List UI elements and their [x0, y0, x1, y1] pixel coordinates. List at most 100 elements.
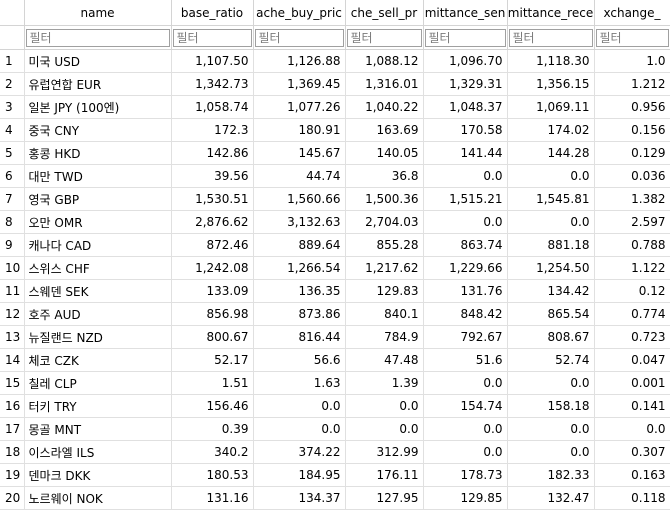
- cell-cache-sell-price[interactable]: 127.95: [345, 486, 424, 510]
- cell-name[interactable]: 미국 USD: [24, 49, 172, 73]
- row-number[interactable]: 7: [0, 187, 25, 211]
- row-number[interactable]: 2: [0, 72, 25, 96]
- cell-remittance-receive[interactable]: 134.42: [507, 279, 595, 303]
- cell-cache-buy-price[interactable]: 136.35: [253, 279, 346, 303]
- cell-remittance-send[interactable]: 129.85: [423, 486, 508, 510]
- filter-input-remittance-receive[interactable]: [508, 28, 593, 47]
- cell-base-ratio[interactable]: 172.3: [171, 118, 254, 142]
- cell-exchange[interactable]: 1.122: [594, 256, 670, 280]
- row-number[interactable]: 10: [0, 256, 25, 280]
- cell-exchange[interactable]: 0.956: [594, 95, 670, 119]
- cell-name[interactable]: 몽골 MNT: [24, 417, 172, 441]
- cell-remittance-receive[interactable]: 0.0: [507, 164, 595, 188]
- table-row[interactable]: 12 호주 AUD 856.98 873.86 840.1 848.42 865.54 0.7…: [0, 302, 670, 326]
- cell-name[interactable]: 이스라엘 ILS: [24, 440, 172, 464]
- cell-cache-buy-price[interactable]: 1,077.26: [253, 95, 346, 119]
- cell-remittance-send[interactable]: 178.73: [423, 463, 508, 487]
- table-row[interactable]: 11 스웨덴 SEK 133.09 136.35 129.83 131.76 134.42 0…: [0, 279, 670, 303]
- cell-cache-sell-price[interactable]: 855.28: [345, 233, 424, 257]
- cell-cache-buy-price[interactable]: 56.6: [253, 348, 346, 372]
- cell-remittance-send[interactable]: 0.0: [423, 164, 508, 188]
- cell-name[interactable]: 중국 CNY: [24, 118, 172, 142]
- cell-remittance-receive[interactable]: 1,069.11: [507, 95, 595, 119]
- row-number[interactable]: 4: [0, 118, 25, 142]
- cell-name[interactable]: 캐나다 CAD: [24, 233, 172, 257]
- cell-cache-buy-price[interactable]: 44.74: [253, 164, 346, 188]
- cell-cache-sell-price[interactable]: 47.48: [345, 348, 424, 372]
- cell-remittance-receive[interactable]: 0.0: [507, 440, 595, 464]
- filter-input-cache-buy-price[interactable]: [254, 28, 344, 47]
- cell-exchange[interactable]: 2.597: [594, 210, 670, 234]
- cell-cache-buy-price[interactable]: 180.91: [253, 118, 346, 142]
- cell-cache-sell-price[interactable]: 1,217.62: [345, 256, 424, 280]
- column-header-name[interactable]: name: [24, 0, 172, 26]
- cell-base-ratio[interactable]: 0.39: [171, 417, 254, 441]
- cell-base-ratio[interactable]: 1,530.51: [171, 187, 254, 211]
- cell-exchange[interactable]: 1.382: [594, 187, 670, 211]
- row-number[interactable]: 18: [0, 440, 25, 464]
- cell-base-ratio[interactable]: 800.67: [171, 325, 254, 349]
- table-row[interactable]: 6 대만 TWD 39.56 44.74 36.8 0.0 0.0 0.036: [0, 164, 670, 188]
- cell-remittance-send[interactable]: 131.76: [423, 279, 508, 303]
- cell-remittance-receive[interactable]: 865.54: [507, 302, 595, 326]
- cell-base-ratio[interactable]: 1,058.74: [171, 95, 254, 119]
- cell-name[interactable]: 칠레 CLP: [24, 371, 172, 395]
- cell-cache-sell-price[interactable]: 163.69: [345, 118, 424, 142]
- cell-cache-buy-price[interactable]: 1,560.66: [253, 187, 346, 211]
- cell-remittance-send[interactable]: 170.58: [423, 118, 508, 142]
- cell-remittance-send[interactable]: 51.6: [423, 348, 508, 372]
- cell-cache-buy-price[interactable]: 889.64: [253, 233, 346, 257]
- table-row[interactable]: 5 홍콩 HKD 142.86 145.67 140.05 141.44 144.28 0.1…: [0, 141, 670, 165]
- row-number[interactable]: 17: [0, 417, 25, 441]
- cell-cache-buy-price[interactable]: 0.0: [253, 394, 346, 418]
- cell-exchange[interactable]: 0.723: [594, 325, 670, 349]
- row-number[interactable]: 8: [0, 210, 25, 234]
- cell-cache-sell-price[interactable]: 1,500.36: [345, 187, 424, 211]
- cell-exchange[interactable]: 0.774: [594, 302, 670, 326]
- cell-remittance-send[interactable]: 1,515.21: [423, 187, 508, 211]
- table-row[interactable]: 1 미국 USD 1,107.50 1,126.88 1,088.12 1,096.70 1…: [0, 49, 670, 73]
- cell-cache-sell-price[interactable]: 2,704.03: [345, 210, 424, 234]
- cell-base-ratio[interactable]: 1,342.73: [171, 72, 254, 96]
- table-row[interactable]: 10 스위스 CHF 1,242.08 1,266.54 1,217.62 1,229.6…: [0, 256, 670, 280]
- cell-cache-sell-price[interactable]: 1,088.12: [345, 49, 424, 73]
- cell-base-ratio[interactable]: 156.46: [171, 394, 254, 418]
- table-row[interactable]: 2 유럽연합 EUR 1,342.73 1,369.45 1,316.01 1,329.3…: [0, 72, 670, 96]
- cell-name[interactable]: 홍콩 HKD: [24, 141, 172, 165]
- cell-remittance-receive[interactable]: 1,254.50: [507, 256, 595, 280]
- cell-remittance-receive[interactable]: 0.0: [507, 210, 595, 234]
- cell-exchange[interactable]: 1.0: [594, 49, 670, 73]
- cell-name[interactable]: 체코 CZK: [24, 348, 172, 372]
- cell-remittance-send[interactable]: 154.74: [423, 394, 508, 418]
- cell-cache-buy-price[interactable]: 134.37: [253, 486, 346, 510]
- cell-base-ratio[interactable]: 1,107.50: [171, 49, 254, 73]
- cell-remittance-receive[interactable]: 0.0: [507, 371, 595, 395]
- cell-exchange[interactable]: 0.307: [594, 440, 670, 464]
- filter-input-exchange[interactable]: [595, 28, 669, 47]
- cell-cache-buy-price[interactable]: 145.67: [253, 141, 346, 165]
- cell-cache-sell-price[interactable]: 840.1: [345, 302, 424, 326]
- cell-remittance-receive[interactable]: 144.28: [507, 141, 595, 165]
- cell-cache-sell-price[interactable]: 36.8: [345, 164, 424, 188]
- cell-cache-sell-price[interactable]: 140.05: [345, 141, 424, 165]
- cell-cache-sell-price[interactable]: 312.99: [345, 440, 424, 464]
- row-number[interactable]: 9: [0, 233, 25, 257]
- cell-base-ratio[interactable]: 856.98: [171, 302, 254, 326]
- cell-remittance-send[interactable]: 1,048.37: [423, 95, 508, 119]
- cell-remittance-send[interactable]: 0.0: [423, 210, 508, 234]
- row-number[interactable]: 20: [0, 486, 25, 510]
- cell-exchange[interactable]: 0.047: [594, 348, 670, 372]
- cell-exchange[interactable]: 0.001: [594, 371, 670, 395]
- cell-cache-sell-price[interactable]: 0.0: [345, 417, 424, 441]
- cell-base-ratio[interactable]: 340.2: [171, 440, 254, 464]
- cell-exchange[interactable]: 0.163: [594, 463, 670, 487]
- cell-name[interactable]: 뉴질랜드 NZD: [24, 325, 172, 349]
- cell-cache-sell-price[interactable]: 784.9: [345, 325, 424, 349]
- row-number[interactable]: 1: [0, 49, 25, 73]
- cell-exchange[interactable]: 0.156: [594, 118, 670, 142]
- cell-base-ratio[interactable]: 39.56: [171, 164, 254, 188]
- row-number[interactable]: 5: [0, 141, 25, 165]
- cell-cache-sell-price[interactable]: 176.11: [345, 463, 424, 487]
- table-row[interactable]: 19 덴마크 DKK 180.53 184.95 176.11 178.73 182.33 0…: [0, 463, 670, 487]
- cell-name[interactable]: 스웨덴 SEK: [24, 279, 172, 303]
